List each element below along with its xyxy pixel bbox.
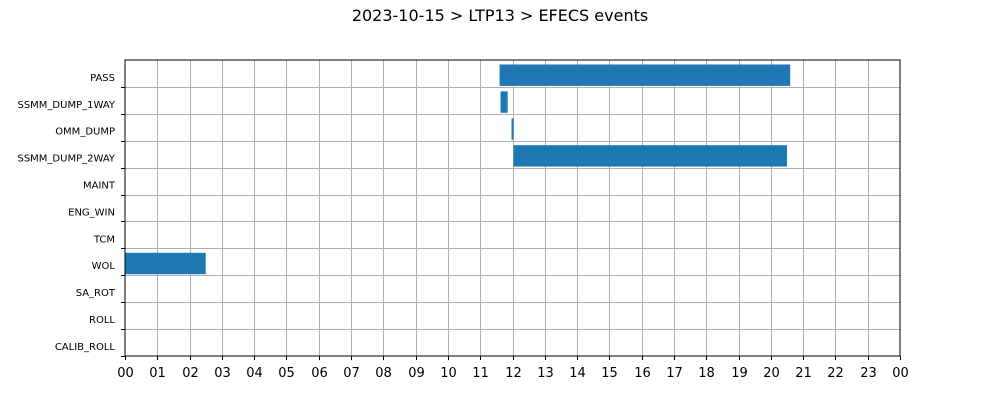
x-tick-label: 06: [311, 366, 328, 381]
y-tick-label: PASS: [90, 73, 115, 84]
y-tick-label: CALIB_ROLL: [55, 342, 116, 353]
x-tick-label: 14: [569, 366, 586, 381]
plot-frame: [124, 59, 901, 357]
event-bar: [511, 118, 514, 140]
y-tick-label: SA_ROT: [76, 288, 116, 299]
grid-lines: [125, 60, 900, 356]
y-tick-label: OMM_DUMP: [55, 127, 115, 138]
y-tick-label: WOL: [92, 261, 116, 272]
y-tick-label: MAINT: [83, 181, 116, 192]
x-tick-label: 12: [505, 366, 522, 381]
x-tick-label: 20: [763, 366, 780, 381]
x-tick-label: 01: [149, 366, 166, 381]
x-tick-label: 05: [278, 366, 295, 381]
y-tick-label: ROLL: [89, 315, 115, 326]
y-tick-label: SSMM_DUMP_2WAY: [17, 154, 115, 165]
x-tick-label: 00: [117, 366, 134, 381]
y-tick-label: TCM: [93, 234, 115, 245]
x-axis: 00 01 02 03 04 05 06 07 08 09 10 11 12 13 14 15 16 17 18 19…: [117, 356, 909, 381]
x-tick-label: 23: [860, 366, 877, 381]
y-tick-label: SSMM_DUMP_1WAY: [17, 100, 115, 111]
event-bar: [500, 91, 508, 113]
x-tick-label: 10: [440, 366, 457, 381]
x-tick-label: 11: [472, 366, 489, 381]
x-tick-label: 17: [666, 366, 683, 381]
event-bar: [513, 145, 787, 167]
x-tick-label: 19: [731, 366, 748, 381]
x-tick-label: 16: [634, 366, 651, 381]
x-tick-label: 22: [827, 366, 844, 381]
x-tick-label: 21: [795, 366, 812, 381]
x-tick-label: 18: [698, 366, 715, 381]
x-tick-label: 08: [375, 366, 392, 381]
x-tick-label: 09: [408, 366, 425, 381]
event-bar: [499, 64, 791, 86]
x-tick-label: 00: [892, 366, 909, 381]
x-tick-label: 15: [601, 366, 618, 381]
y-tick-label: ENG_WIN: [68, 207, 115, 218]
event-bars: [125, 64, 791, 275]
x-tick-label: 07: [343, 366, 360, 381]
x-tick-label: 04: [246, 366, 263, 381]
chart-title: 2023-10-15 > LTP13 > EFECS events: [351, 6, 649, 25]
x-tick-label: 13: [537, 366, 554, 381]
x-tick-label: 03: [214, 366, 231, 381]
event-bar: [125, 252, 206, 275]
x-tick-label: 02: [182, 366, 199, 381]
y-axis: PASS SSMM_DUMP_1WAY OMM_DUMP SSMM_DUMP_2WAY…: [17, 73, 125, 357]
